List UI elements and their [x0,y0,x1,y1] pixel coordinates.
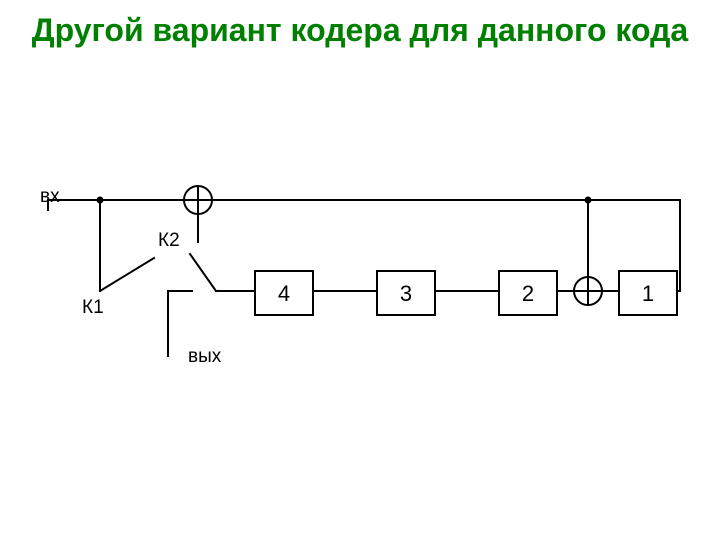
k2-label: К2 [158,230,180,252]
input-label: вх [40,186,60,208]
encoder-diagram [0,0,720,540]
register-label-1: 1 [620,281,676,307]
register-box-4: 4 [254,270,314,316]
k1-label: К1 [82,297,104,319]
register-label-3: 3 [378,281,434,307]
slide: Другой вариант кодера для данного кода в… [0,0,720,540]
register-box-1: 1 [618,270,678,316]
register-label-2: 2 [500,281,556,307]
register-label-4: 4 [256,281,312,307]
register-box-2: 2 [498,270,558,316]
register-box-3: 3 [376,270,436,316]
output-label: вых [188,346,221,368]
